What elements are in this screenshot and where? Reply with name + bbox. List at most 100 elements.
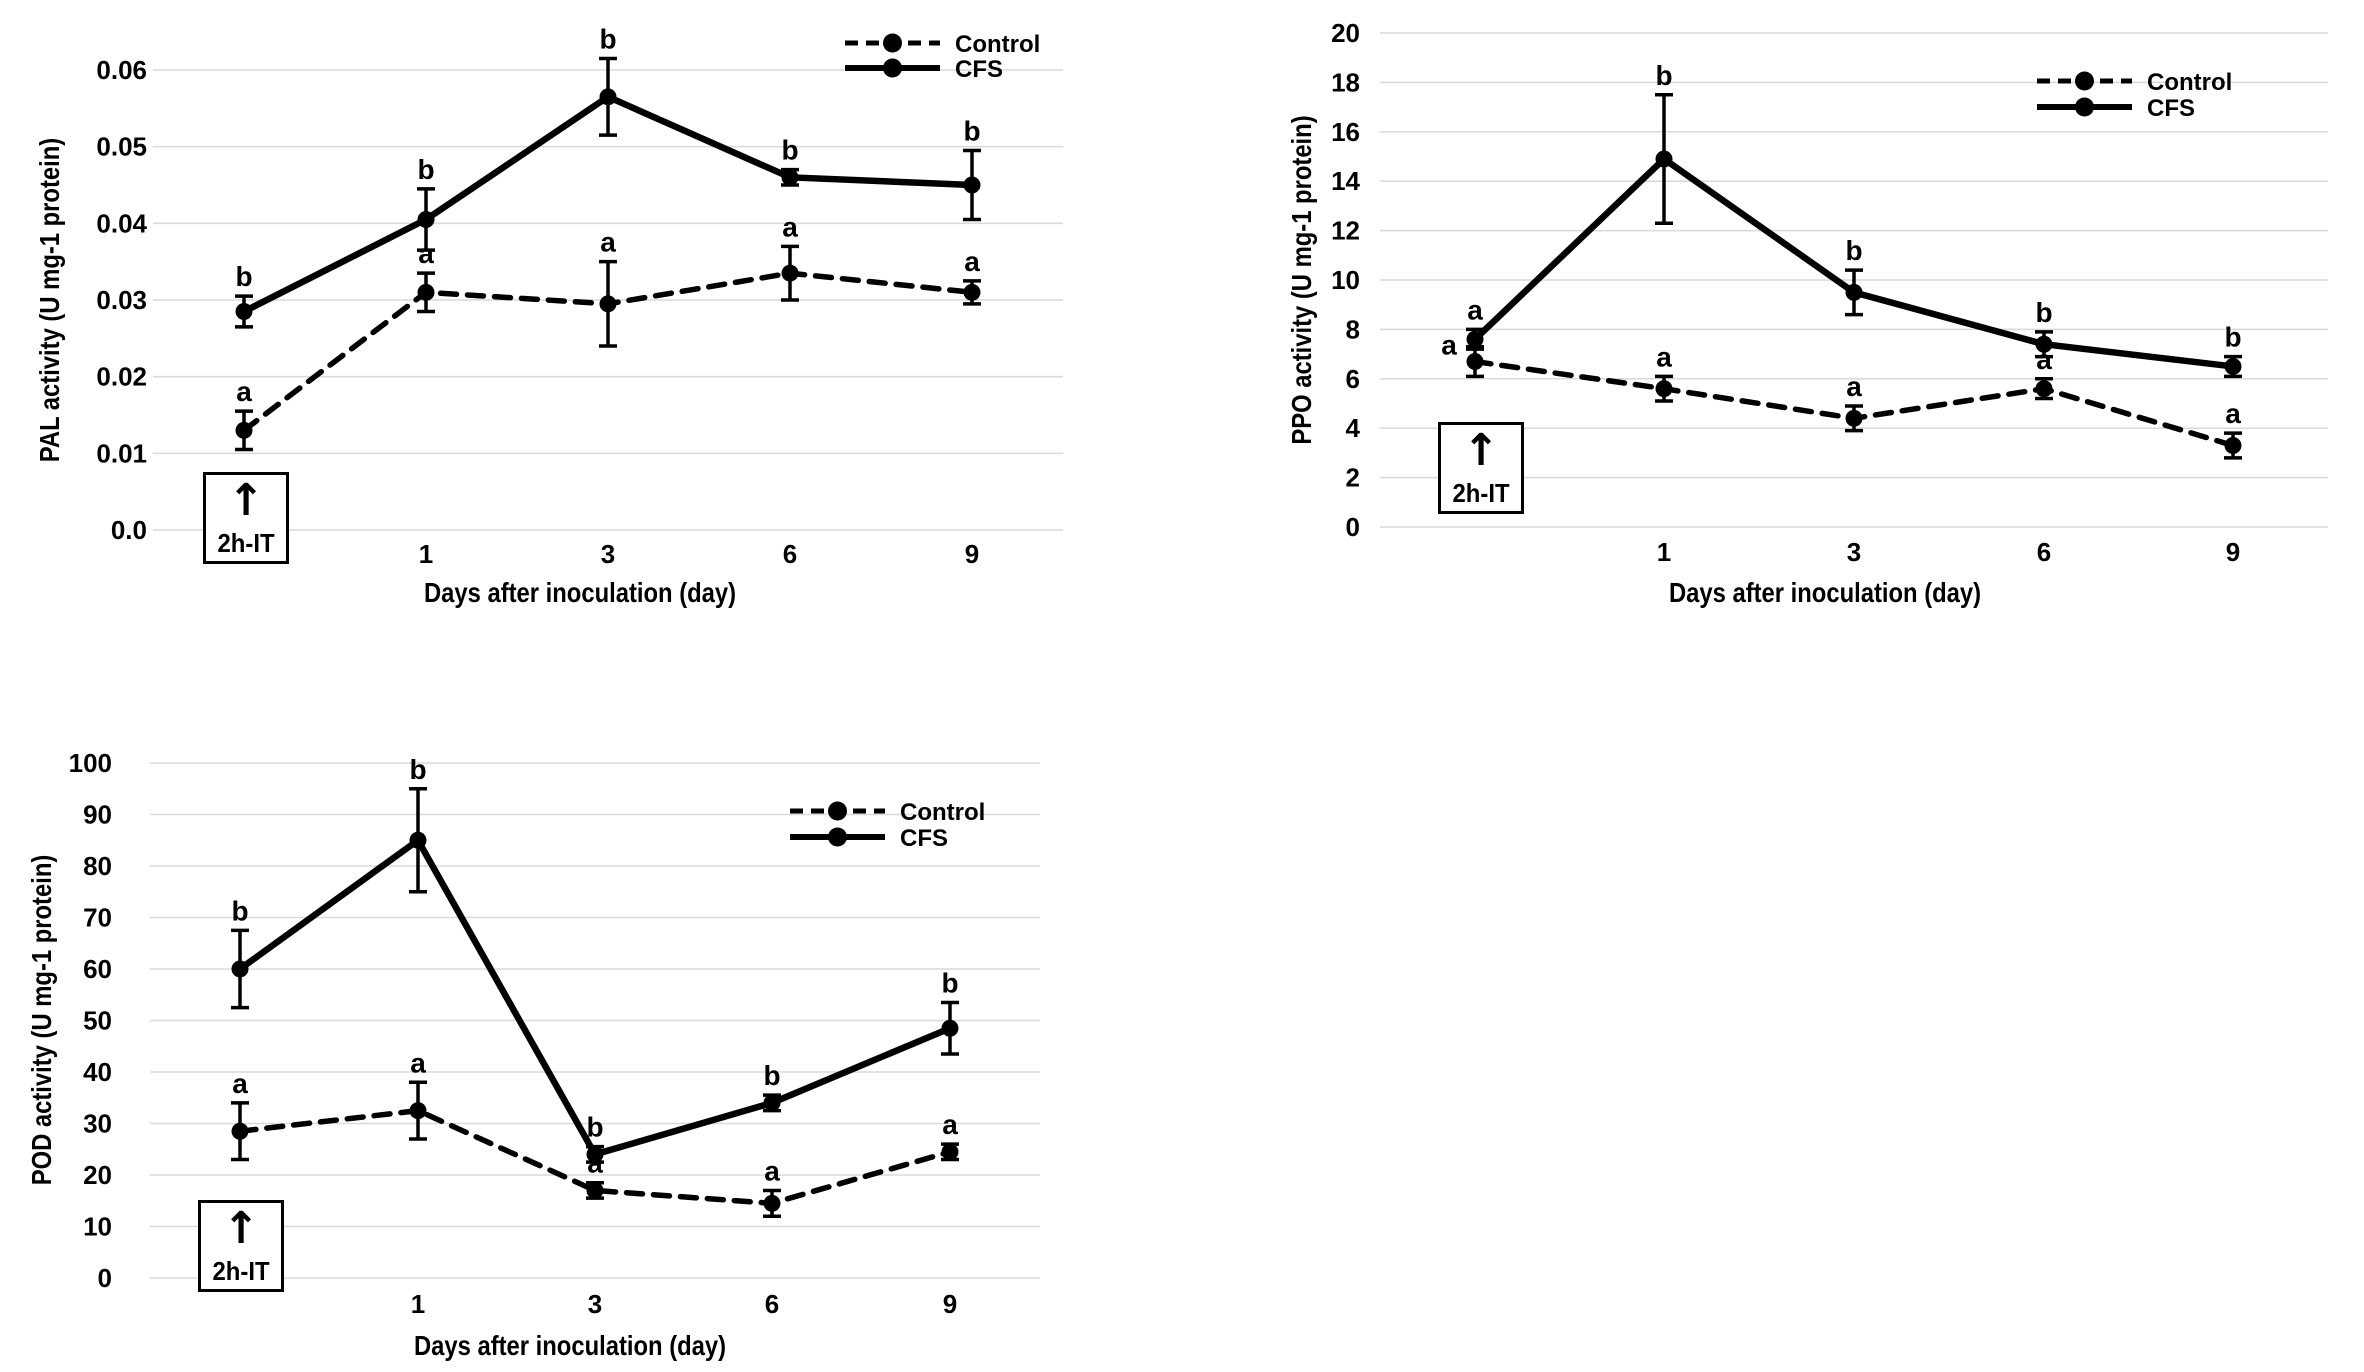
data-point [599, 88, 617, 106]
pal-y-axis-title: PAL activity (U mg-1 protein) [34, 137, 65, 463]
pal-inoculation-time-annotation: ↑ 2h-IT [203, 472, 289, 564]
significance-letter: b [235, 261, 252, 292]
data-point [2224, 357, 2242, 375]
legend-marker-icon [828, 827, 847, 847]
x-tick-label: 3 [1847, 537, 1861, 567]
pal-x-axis-title: Days after inoculation (day) [423, 577, 737, 608]
legend-label: CFS [2147, 95, 2195, 122]
x-tick-label: 1 [1657, 537, 1671, 567]
y-tick-label: 10 [83, 1212, 112, 1242]
y-tick-label: 40 [83, 1057, 112, 1087]
significance-letter: b [941, 967, 958, 998]
x-tick-label: 9 [943, 1289, 957, 1319]
significance-letter: a [1467, 294, 1483, 325]
data-point [941, 1143, 959, 1161]
y-tick-label: 70 [83, 903, 112, 933]
annotation-label: 2h-IT [1452, 478, 1510, 508]
legend-marker-icon [2075, 71, 2094, 91]
data-point [235, 421, 253, 439]
data-point [1466, 353, 1484, 371]
x-tick-label: 9 [965, 539, 979, 569]
significance-letter: a [1656, 341, 1672, 372]
y-tick-label: 0.02 [96, 362, 147, 392]
significance-letter: a [1441, 330, 1457, 361]
significance-letter: b [2224, 322, 2241, 353]
pod-inoculation-time-annotation: ↑ 2h-IT [198, 1200, 284, 1292]
x-tick-label: 6 [783, 539, 797, 569]
data-point [2035, 335, 2053, 353]
data-point [1845, 409, 1863, 427]
legend-label: Control [955, 31, 1040, 58]
x-tick-label: 3 [588, 1289, 602, 1319]
data-point [763, 1094, 781, 1112]
data-point [417, 283, 435, 301]
data-point [963, 283, 981, 301]
ppo-x-axis-title: Days after inoculation (day) [1668, 577, 1982, 608]
data-point [763, 1194, 781, 1212]
y-tick-label: 20 [83, 1160, 112, 1190]
legend-label: Control [2147, 69, 2232, 96]
legend-label: CFS [900, 825, 948, 852]
data-point [2035, 380, 2053, 398]
ppo-y-axis-title: PPO activity (U mg-1 protein) [1286, 115, 1317, 445]
significance-letter: b [231, 895, 248, 926]
significance-letter: b [586, 1112, 603, 1143]
up-arrow-icon: ↑ [222, 1203, 260, 1254]
significance-letter: a [418, 238, 434, 269]
y-tick-label: 0 [98, 1263, 112, 1293]
significance-letter: a [964, 246, 980, 277]
significance-letter: a [410, 1047, 426, 1078]
y-tick-label: 50 [83, 1006, 112, 1036]
data-point [599, 295, 617, 313]
significance-letter: a [236, 376, 252, 407]
x-tick-label: 9 [2226, 537, 2240, 567]
data-point [409, 1102, 427, 1120]
significance-letter: b [599, 24, 616, 55]
x-tick-label: 1 [411, 1289, 425, 1319]
significance-letter: a [1846, 371, 1862, 402]
legend-marker-icon [2075, 97, 2094, 117]
ppo-inoculation-time-annotation: ↑ 2h-IT [1438, 422, 1524, 514]
data-point [231, 1122, 249, 1140]
pod-x-axis-title: Days after inoculation (day) [413, 1330, 727, 1361]
data-point [1655, 150, 1673, 168]
x-tick-label: 6 [765, 1289, 779, 1319]
significance-letter: b [963, 116, 980, 147]
significance-letter: b [409, 754, 426, 785]
significance-letter: b [1845, 235, 1862, 266]
y-tick-label: 0 [1346, 512, 1360, 542]
significance-letter: b [1655, 60, 1672, 91]
y-tick-label: 14 [1331, 166, 1360, 196]
y-tick-label: 60 [83, 954, 112, 984]
data-point [417, 211, 435, 228]
series-cfs: b b b b b [231, 754, 959, 1164]
significance-letter: b [781, 135, 798, 166]
data-point [235, 303, 253, 320]
y-tick-label: 6 [1346, 364, 1360, 394]
data-point [781, 168, 799, 186]
y-tick-label: 0.06 [96, 55, 147, 85]
significance-letter: a [600, 227, 616, 258]
data-point [2224, 436, 2242, 454]
y-tick-label: 90 [83, 800, 112, 830]
data-point [781, 264, 799, 282]
data-point [1466, 330, 1484, 348]
significance-letter: a [764, 1155, 780, 1186]
data-point [963, 176, 981, 194]
significance-letter: b [2035, 297, 2052, 328]
y-tick-label: 12 [1331, 216, 1360, 246]
annotation-label: 2h-IT [212, 1256, 270, 1286]
y-tick-label: 16 [1331, 117, 1360, 147]
pal-chart: 0.00.010.020.030.040.050.061 3 6 9aa a aabbbb… [96, 24, 1063, 569]
x-tick-label: 3 [601, 539, 615, 569]
data-point [1845, 283, 1863, 301]
legend-marker-icon [883, 58, 902, 78]
series-line-dashed [237, 1107, 953, 1207]
significance-letter: a [942, 1109, 958, 1140]
